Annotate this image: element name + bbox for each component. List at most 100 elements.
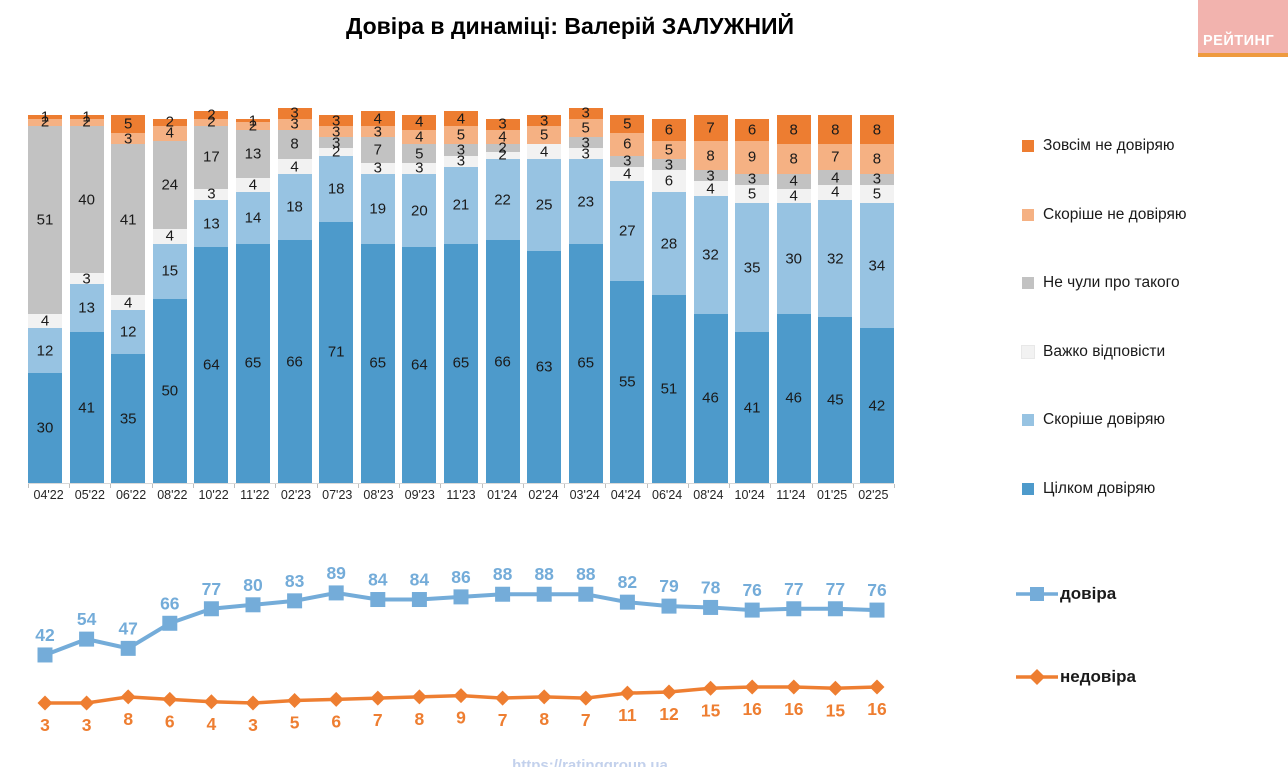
bar-segment: 2 [194, 115, 229, 130]
bar-column-02'25: 42 34 5 3 8 8 [859, 115, 894, 483]
bar-segment: 2 [152, 115, 187, 130]
bar-segment: 65 [568, 243, 603, 483]
bar-value-label: 4 [40, 312, 50, 330]
bar-value-label: 4 [373, 110, 382, 128]
x-axis-label: 08'24 [693, 488, 724, 502]
x-axis-label: 02'24 [528, 488, 559, 502]
довіра-value-label: 54 [77, 609, 97, 629]
bar-value-label: 5 [456, 126, 466, 144]
bar-column-11'24: 46 30 4 4 8 8 [776, 115, 811, 483]
bar-value-label: 65 [577, 354, 595, 372]
bar-segment: 3 [277, 117, 312, 132]
bar-segment: 4 [485, 130, 520, 145]
bar-segment: 65 [360, 243, 395, 483]
bar-value-label: 8 [706, 147, 715, 165]
bar-segment: 46 [693, 313, 728, 483]
x-axis-label: 06'22 [115, 488, 147, 502]
line-legend-label: недовіра [1060, 667, 1136, 686]
bar-segment: 28 [651, 192, 686, 296]
legend-swatch-icon [1021, 344, 1035, 359]
bar-value-label: 6 [664, 172, 674, 190]
bar-segment: 4 [402, 130, 437, 145]
недовіра-value-label: 16 [867, 699, 887, 719]
bar-value-label: 5 [872, 185, 882, 203]
bar-segment: 4 [235, 177, 270, 192]
bar-value-label: 30 [785, 250, 803, 268]
bar-value-label: 27 [618, 222, 636, 240]
bar-value-label: 19 [369, 200, 387, 218]
axis-tick [110, 484, 112, 488]
bar-value-label: 13 [203, 215, 220, 233]
bar-value-label: 13 [78, 299, 95, 317]
довіра-value-label: 83 [285, 571, 305, 591]
legend-item-fully_trust: Цілком довіряю [1022, 479, 1155, 499]
axis-tick [440, 484, 442, 488]
bar-value-label: 24 [161, 176, 179, 194]
довіра-marker-icon [203, 601, 219, 617]
недовіра-value-label: 3 [248, 715, 258, 735]
bar-segment: 8 [277, 129, 312, 160]
bar-column-11'22: 65 14 4 13 2 1 [235, 113, 270, 483]
legend-item-full_distrust: Зовсім не довіряю [1022, 136, 1175, 156]
bar-segment: 4 [402, 115, 437, 130]
bar-value-label: 64 [411, 356, 428, 374]
довіра-marker-icon [453, 589, 469, 605]
bar-value-label: 32 [702, 246, 719, 264]
bar-segment: 65 [443, 243, 478, 483]
axis-tick [522, 484, 524, 488]
bar-segment: 4 [360, 111, 395, 126]
bar-value-label: 3 [581, 104, 590, 122]
bar-segment: 24 [152, 140, 187, 230]
x-axis-label: 11'22 [240, 488, 270, 502]
bar-value-label: 25 [535, 196, 553, 214]
stacked-bar-chart: 30 12 4 51 2 1 41 13 3 40 2 1 35 12 4 41 3 5 50 15 4 24 4 2 64 13… [28, 105, 894, 483]
axis-tick [481, 484, 483, 488]
bar-segment: 4 [527, 144, 562, 159]
довіра-value-label: 76 [742, 580, 762, 600]
bar-segment: 4 [152, 229, 187, 244]
bar-value-label: 3 [124, 130, 133, 148]
недовіра-marker-icon [162, 691, 178, 707]
bar-value-label: 12 [36, 342, 54, 360]
bar-value-label: 3 [331, 134, 341, 152]
довіра-marker-icon [370, 592, 386, 608]
bar-value-label: 8 [872, 150, 882, 168]
bar-segment: 1 [69, 109, 104, 124]
bar-value-label: 6 [747, 121, 757, 139]
довіра-value-label: 42 [35, 625, 55, 645]
bar-value-label: 5 [747, 185, 757, 203]
bar-value-label: 5 [664, 141, 674, 159]
bar-value-label: 51 [36, 211, 54, 229]
недовіра-marker-icon [37, 695, 53, 711]
bar-value-label: 3 [872, 170, 882, 188]
bar-value-label: 46 [702, 389, 719, 407]
недовіра-marker-icon [287, 693, 303, 709]
legend-item-rather_trust: Скоріше довіряю [1022, 410, 1165, 430]
недовіра-marker-icon [120, 689, 136, 705]
довіра-marker-icon [120, 640, 136, 656]
bar-column-10'24: 41 35 5 3 9 6 [735, 118, 770, 483]
bar-segment: 42 [859, 328, 894, 483]
bar-value-label: 41 [78, 399, 95, 417]
bar-value-label: 30 [36, 419, 54, 437]
довіра-value-label: 88 [534, 564, 554, 584]
bar-value-label: 2 [207, 106, 216, 124]
axis-tick [275, 484, 277, 488]
source-url-link[interactable]: https://ratinggroup.ua [512, 757, 668, 767]
довіра-value-label: 77 [826, 579, 845, 599]
x-axis-label: 02'25 [858, 488, 889, 502]
bar-column-09'23: 64 20 3 5 4 4 [402, 115, 437, 483]
недовіра-value-label: 12 [659, 704, 679, 724]
legend-label: Цілком довіряю [1043, 480, 1156, 497]
bar-segment: 3 [735, 172, 770, 187]
bar-segment: 3 [485, 117, 520, 132]
bar-value-label: 2 [498, 146, 507, 164]
bar-value-label: 2 [40, 113, 50, 131]
legend-item-not_heard: Не чули про такого [1022, 273, 1180, 293]
bar-segment: 20 [402, 173, 437, 248]
bar-column-01'25: 45 32 4 4 7 8 [818, 115, 853, 483]
bar-segment: 21 [443, 166, 478, 244]
bar-column-11'23: 65 21 3 3 5 4 [443, 111, 478, 483]
bar-value-label: 2 [165, 113, 174, 131]
bar-value-label: 15 [161, 262, 179, 280]
